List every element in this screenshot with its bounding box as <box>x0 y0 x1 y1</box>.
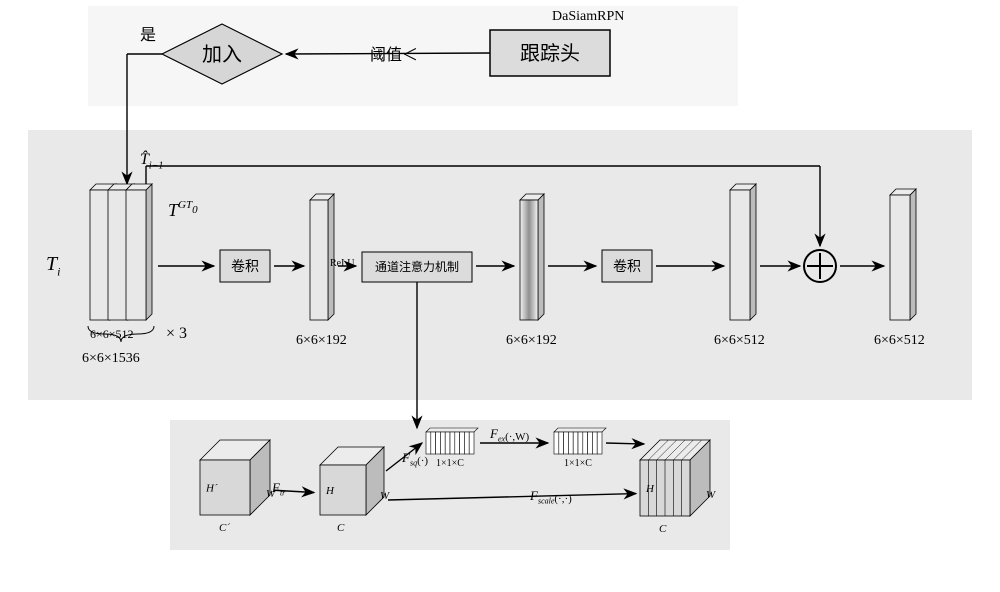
svg-text:DaSiamRPN: DaSiamRPN <box>552 9 624 24</box>
svg-text:通道注意力机制: 通道注意力机制 <box>375 259 459 274</box>
svg-text:W: W <box>706 489 716 501</box>
svg-text:6×6×192: 6×6×192 <box>296 333 347 348</box>
svg-text:× 3: × 3 <box>166 325 187 342</box>
svg-text:阈值＜: 阈值＜ <box>370 46 418 64</box>
svg-text:6×6×192: 6×6×192 <box>506 333 557 348</box>
svg-text:是: 是 <box>140 27 156 44</box>
svg-text:H: H <box>325 485 335 497</box>
svg-text:卷积: 卷积 <box>613 259 641 275</box>
svg-text:加入: 加入 <box>202 43 242 66</box>
svg-text:C: C <box>659 523 667 535</box>
svg-text:6×6×512: 6×6×512 <box>874 333 925 348</box>
svg-text:卷积: 卷积 <box>231 259 259 275</box>
svg-text:C´: C´ <box>219 522 230 534</box>
svg-text:6×6×1536: 6×6×1536 <box>82 351 140 366</box>
svg-text:C: C <box>337 522 345 534</box>
svg-text:ReLU: ReLU <box>330 258 355 269</box>
svg-text:6×6×512: 6×6×512 <box>90 327 134 341</box>
svg-text:6×6×512: 6×6×512 <box>714 333 765 348</box>
svg-text:H: H <box>645 483 655 495</box>
svg-text:1×1×C: 1×1×C <box>564 458 592 469</box>
svg-text:H´: H´ <box>205 483 218 495</box>
svg-text:跟踪头: 跟踪头 <box>520 42 580 65</box>
svg-text:1×1×C: 1×1×C <box>436 458 464 469</box>
